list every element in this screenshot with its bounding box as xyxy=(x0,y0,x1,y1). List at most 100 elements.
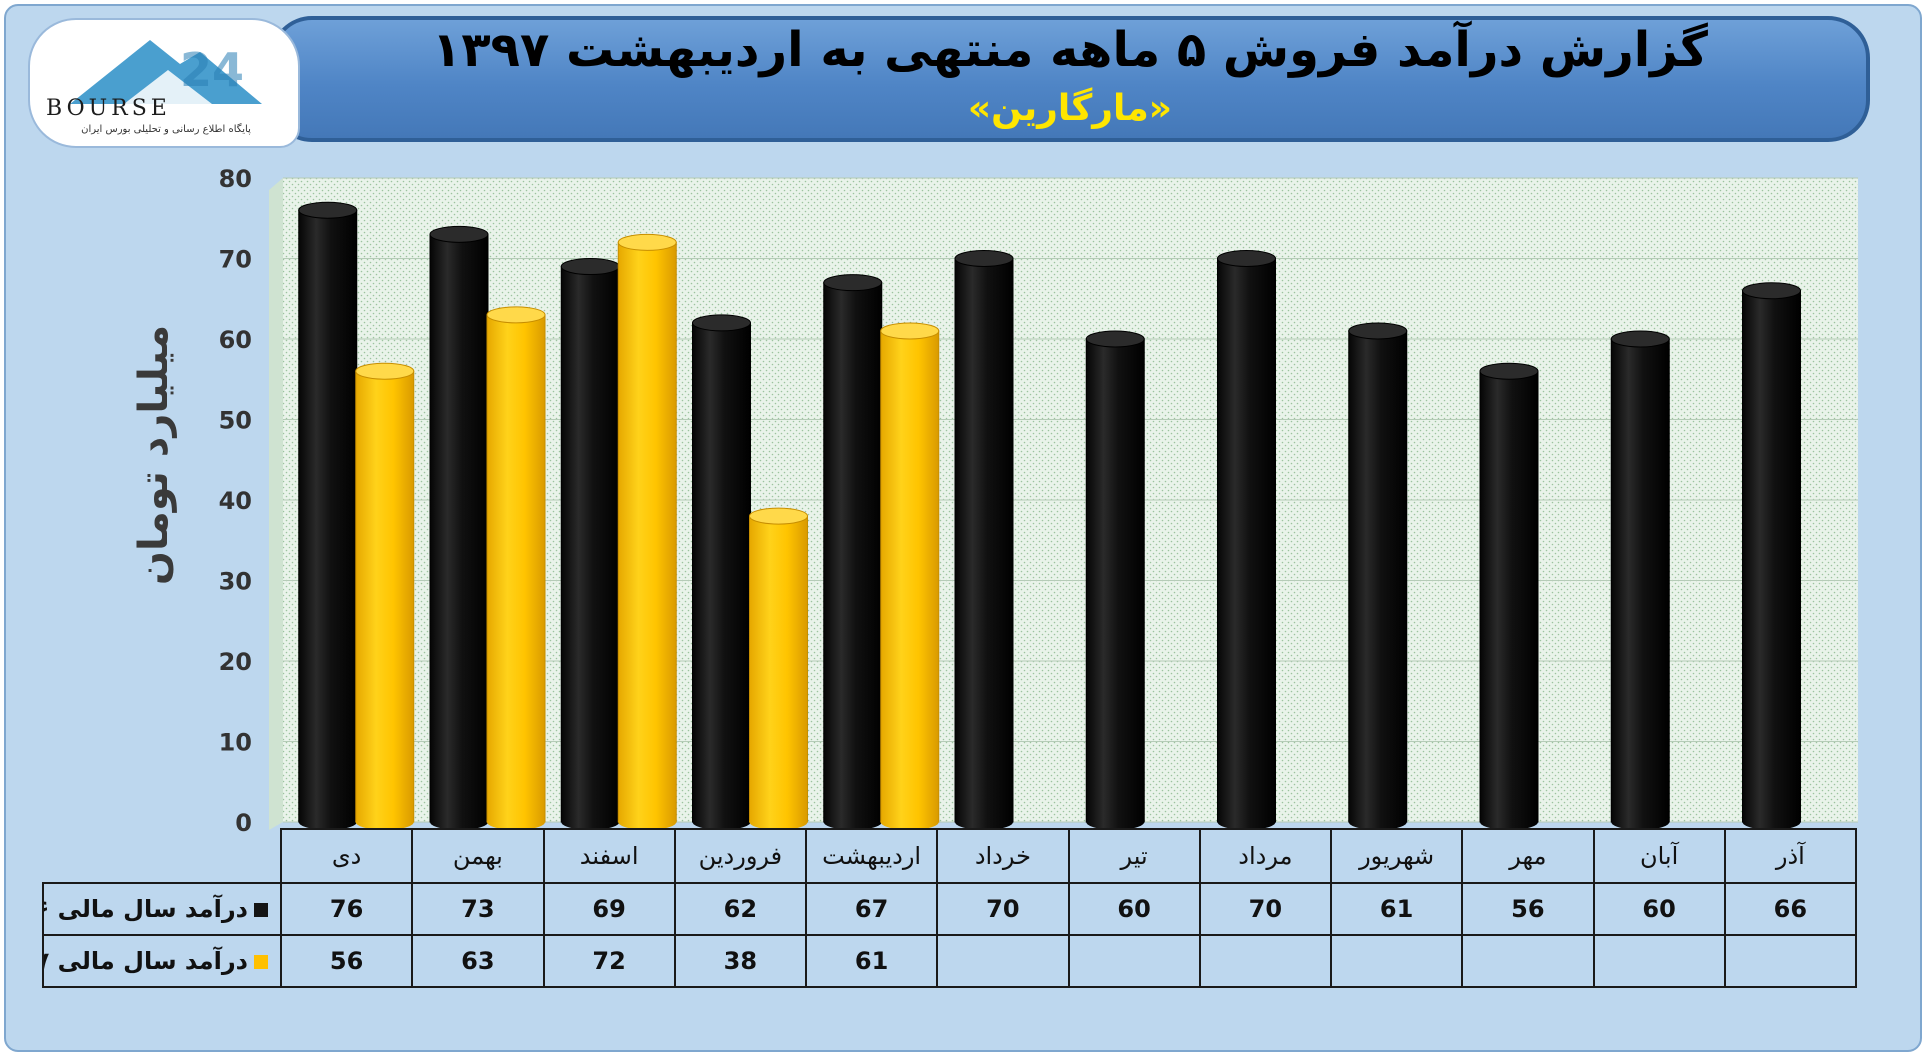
svg-text:24: 24 xyxy=(180,43,244,97)
bar-series-97 xyxy=(880,322,940,830)
bar-body xyxy=(1348,330,1408,823)
bar-base xyxy=(823,814,882,830)
data-label: 56 xyxy=(279,934,414,988)
bar-top xyxy=(823,274,883,292)
plot-side-wall xyxy=(269,178,283,830)
y-axis-ticks: 0 10 20 30 40 50 60 70 80 xyxy=(219,165,252,837)
legend-swatch-97 xyxy=(254,955,268,969)
bar-body xyxy=(1479,370,1539,823)
data-label xyxy=(1592,934,1726,988)
bar-body xyxy=(823,282,883,823)
data-label: 61 xyxy=(804,934,939,988)
bar-top xyxy=(560,258,620,276)
x-tick-label: دی xyxy=(279,828,414,884)
bar-series-96 xyxy=(954,250,1014,830)
data-table: دی بهمن اسفند فروردین اردیبهشت خرداد تیر مرداد ش… xyxy=(42,828,1858,988)
bar-base xyxy=(298,814,357,830)
bar-top xyxy=(749,507,808,525)
x-tick-label: فروردین xyxy=(673,828,808,884)
bar-base xyxy=(692,814,751,830)
x-tick-label: بهمن xyxy=(411,828,545,884)
bar-series-96 xyxy=(692,314,751,830)
bar-base xyxy=(749,814,808,830)
bar-top xyxy=(880,322,940,340)
data-label xyxy=(936,934,1070,988)
bar-body xyxy=(1742,290,1801,823)
bar-series-96 xyxy=(1085,330,1145,830)
bar-top xyxy=(617,233,677,251)
bar-base xyxy=(355,814,414,830)
title-banner xyxy=(270,16,1870,142)
bar-base xyxy=(561,814,620,830)
bar-series-97 xyxy=(749,507,808,830)
legend-swatch-96 xyxy=(254,903,268,917)
bar-top xyxy=(1348,322,1408,340)
x-tick-label: شهریور xyxy=(1329,828,1464,884)
bar-base xyxy=(1348,814,1407,830)
table-row-categories: دی بهمن اسفند فروردین اردیبهشت خرداد تیر مرداد ش… xyxy=(43,828,1858,884)
chart-title: گزارش درآمد فروش ۵ ماهه منتهی به اردیبهش… xyxy=(432,22,1708,78)
bar-top xyxy=(486,306,546,324)
bars xyxy=(298,201,1801,830)
bar-top xyxy=(1742,282,1801,300)
bar-body xyxy=(298,209,358,823)
y-tick-label: 0 xyxy=(235,809,252,837)
bar-body xyxy=(1085,338,1145,823)
bar-body xyxy=(560,266,620,823)
data-label: 67 xyxy=(804,882,939,936)
data-label: 70 xyxy=(936,882,1070,936)
logo: 24 xyxy=(28,18,300,148)
logo-tagline: پایگاه اطلاع رسانی و تحلیلی بورس ایران xyxy=(81,124,251,135)
x-tick-label: مرداد xyxy=(1198,828,1333,884)
x-tick-label: اردیبهشت xyxy=(804,828,939,884)
y-tick-label: 30 xyxy=(219,568,252,596)
bar-series-96 xyxy=(823,274,883,830)
data-label: 66 xyxy=(1723,882,1858,936)
bar-base xyxy=(1611,814,1670,830)
y-tick-label: 20 xyxy=(219,648,252,676)
data-label: 56 xyxy=(1461,882,1595,936)
x-tick-label: خرداد xyxy=(936,828,1070,884)
bar-base xyxy=(1480,814,1538,830)
legend-series-97: درآمد سال مالی ۹۷ xyxy=(42,934,282,988)
bar-top xyxy=(1610,330,1670,348)
bar-series-96 xyxy=(560,258,620,830)
bar-top xyxy=(298,201,358,219)
table-corner xyxy=(43,829,281,883)
x-tick-label: آذر xyxy=(1723,828,1858,884)
logo-mountain-icon: 24 xyxy=(70,40,262,104)
data-label: 62 xyxy=(673,882,808,936)
bar-series-97 xyxy=(355,362,415,830)
data-label: 73 xyxy=(411,882,545,936)
data-label xyxy=(1329,934,1464,988)
x-tick-label: آبان xyxy=(1592,828,1726,884)
bar-body xyxy=(692,322,751,823)
bar-body xyxy=(1610,338,1670,823)
data-label: 38 xyxy=(673,934,808,988)
x-tick-label: اسفند xyxy=(542,828,676,884)
bar-base xyxy=(955,814,1013,830)
bar-top xyxy=(355,362,415,380)
y-tick-label: 80 xyxy=(219,165,252,193)
data-label xyxy=(1723,934,1858,988)
data-label: 72 xyxy=(542,934,676,988)
bar-top xyxy=(1479,362,1539,380)
data-label: 69 xyxy=(542,882,676,936)
bar-base xyxy=(880,814,939,830)
bar-top xyxy=(1217,250,1276,267)
bar-base xyxy=(430,814,488,830)
bar-body xyxy=(429,233,489,823)
data-label: 60 xyxy=(1592,882,1726,936)
y-axis-title-text: میلیارد تومان xyxy=(131,324,177,586)
bar-top xyxy=(429,225,489,243)
bar-body xyxy=(954,258,1014,823)
bar-top xyxy=(1085,330,1145,348)
bar-body xyxy=(355,370,415,823)
bar-base xyxy=(1086,814,1145,830)
data-label: 70 xyxy=(1198,882,1333,936)
y-tick-label: 40 xyxy=(219,487,252,515)
bar-series-96 xyxy=(1479,362,1539,830)
x-tick-label: مهر xyxy=(1461,828,1595,884)
bar-body xyxy=(617,241,677,823)
